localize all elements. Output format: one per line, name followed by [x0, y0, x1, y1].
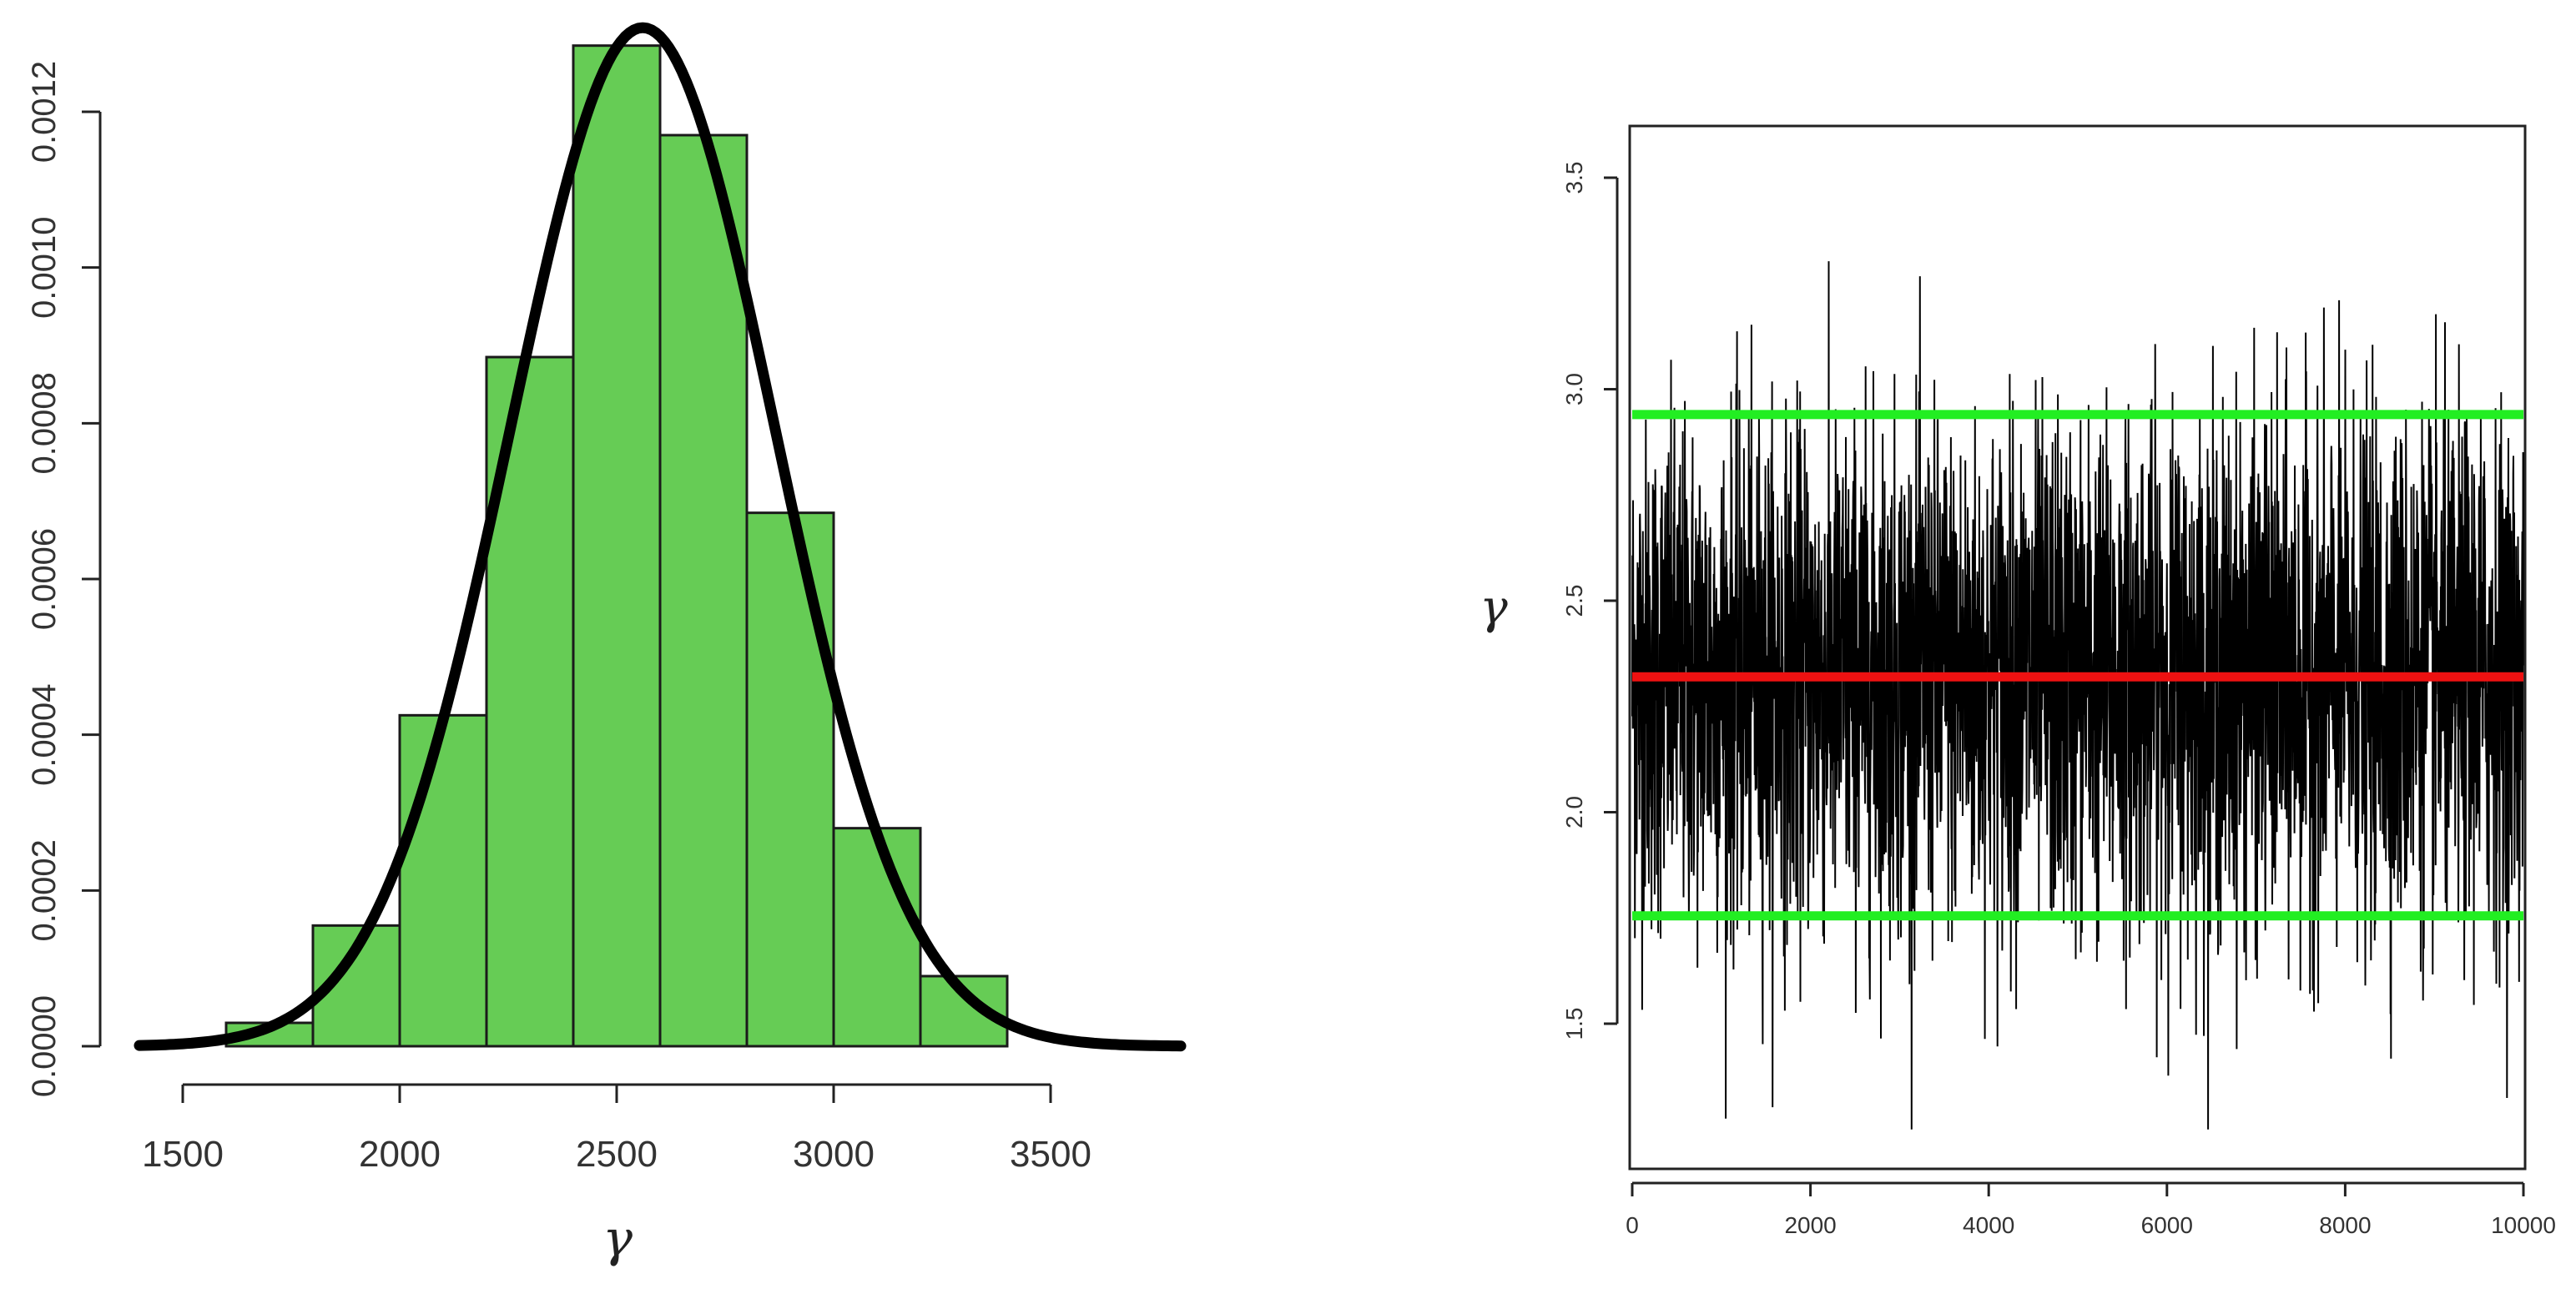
trace-y-tick-label: 3.5	[1561, 162, 1587, 194]
trace-plot-frame	[1628, 124, 2527, 1171]
histogram-y-tick-label: 0.0010	[26, 216, 63, 318]
trace-x-tick-label: 6000	[2141, 1212, 2193, 1238]
trace-x-tick-label: 4000	[1963, 1212, 2014, 1238]
histogram-x-tick-label: 1500	[142, 1134, 224, 1175]
trace-x-axis: 0 2000 4000 6000 8000 10000	[1626, 1181, 2556, 1238]
histogram-y-tick-label: 0.0006	[26, 528, 63, 630]
histogram-bar-7	[832, 827, 922, 1048]
histogram-x-tick-label: 2000	[359, 1134, 441, 1175]
histogram-y-tick-label: 0.0012	[26, 61, 63, 163]
histogram-x-tick-label: 2500	[576, 1134, 658, 1175]
histogram-x-tick-label: 3500	[1010, 1134, 1091, 1175]
histogram-bars	[224, 44, 1009, 1048]
histogram-chart: 1500 2000 2500 3000 3500 0.00000.00020.00040…	[26, 22, 1187, 1268]
histogram-bar-6	[745, 511, 835, 1048]
density-curve	[134, 22, 1187, 1052]
histogram-y-tick-label: 0.0008	[26, 372, 63, 474]
trace-plot-chart: 0 2000 4000 6000 8000 10000 1.5 2.0 2.5 3.0 3.5 γ	[1480, 124, 2556, 1238]
trace-x-tick-label: 2000	[1784, 1212, 1836, 1238]
trace-y-tick-label: 1.5	[1561, 1008, 1587, 1040]
trace-x-tick-label: 0	[1626, 1212, 1639, 1238]
histogram-bar-2	[398, 713, 488, 1048]
histogram-x-tick-label: 3000	[793, 1134, 875, 1175]
histogram-x-axis-title: γ	[602, 1210, 633, 1268]
histogram-x-axis: 1500 2000 2500 3000 3500	[142, 1083, 1091, 1175]
reference-lines	[1632, 410, 2523, 921]
histogram-y-axis: 0.0000 0.0002 0.0004 0.0006 0.0008 0.0010 0.00…	[26, 61, 102, 1097]
histogram-y-tick-label: 0.0004	[26, 683, 63, 785]
trace-y-axis-title: γ	[1480, 581, 1508, 635]
trace-y-axis: 1.5 2.0 2.5 3.0 3.5	[1561, 162, 1619, 1040]
trace-x-tick-label: 10000	[2491, 1212, 2556, 1238]
trace-y-tick-label: 3.0	[1561, 373, 1587, 405]
histogram-y-tick-label: 0.0000	[26, 995, 63, 1097]
histogram-bar-5	[658, 133, 749, 1048]
trace-y-tick-label: 2.5	[1561, 585, 1587, 617]
trace-x-tick-label: 8000	[2319, 1212, 2371, 1238]
histogram-y-tick-label: 0.0002	[26, 839, 63, 941]
histogram-bar-4	[572, 44, 662, 1048]
trace-series-line	[1631, 261, 2524, 1130]
trace-y-tick-label: 2.0	[1561, 796, 1587, 828]
